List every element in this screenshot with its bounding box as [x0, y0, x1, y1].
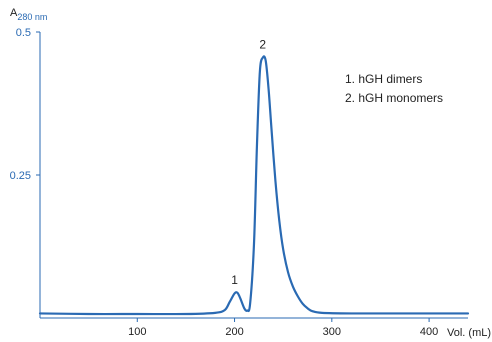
x-tick-label-400: 400 [420, 326, 438, 338]
x-axis-label: Vol. (mL) [447, 327, 491, 339]
peak-label-2: 2 [259, 38, 266, 52]
peak-annotations: 12 [231, 38, 266, 287]
y-tick-label-0: 0.25 [10, 170, 31, 182]
y-axis-label: A280 nm [10, 7, 47, 22]
series-line [38, 55, 470, 316]
ticks: 100 200 300 400 0.25 0.5 [10, 27, 439, 338]
y-tick-label-1: 0.5 [16, 27, 31, 39]
x-tick-label-200: 200 [225, 326, 243, 338]
legend-entry-1: 1. hGH dimers [345, 72, 422, 86]
legend: 1. hGH dimers 2. hGH monomers [345, 72, 443, 105]
x-tick-label-300: 300 [323, 326, 341, 338]
peak-label-1: 1 [231, 273, 238, 287]
x-tick-label-100: 100 [128, 326, 146, 338]
legend-entry-2: 2. hGH monomers [345, 91, 443, 105]
